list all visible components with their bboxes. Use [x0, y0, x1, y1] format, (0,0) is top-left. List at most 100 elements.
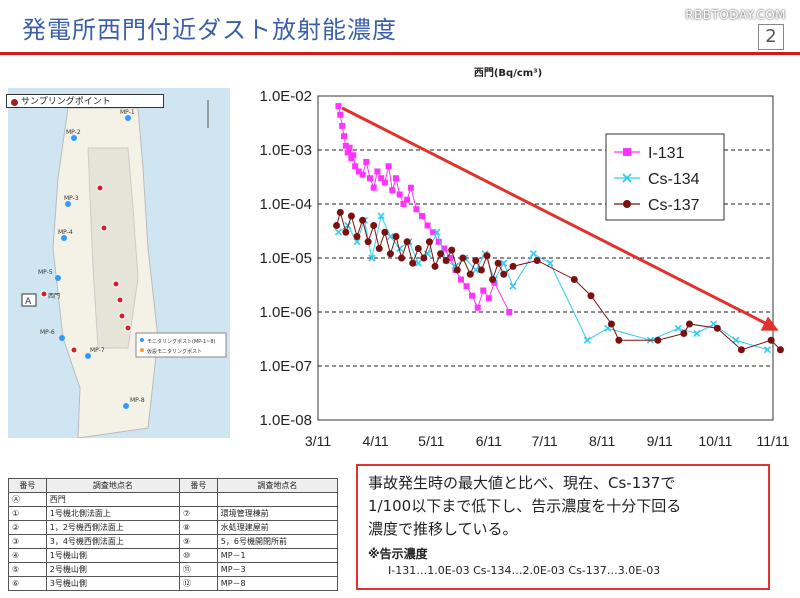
x-tick-label: 10/11: [698, 433, 732, 449]
data-point: [419, 212, 425, 219]
data-point: [386, 232, 394, 241]
table-cell: ⑤: [8, 562, 47, 577]
data-point: [385, 163, 392, 170]
y-tick-label: 1.0E-03: [259, 142, 312, 159]
table-cell: Ⓐ: [8, 492, 47, 507]
mp4-marker: [61, 235, 67, 241]
table-row: ② 1，2号機西側法面上 ⑧ 水処理建屋前: [8, 520, 339, 535]
y-tick-label: 1.0E-05: [259, 250, 312, 267]
chart-title: 西門(Bq/cm³): [474, 67, 542, 79]
data-point: [437, 250, 445, 258]
data-point: [472, 266, 480, 274]
x-tick-label: 8/11: [589, 433, 615, 449]
data-point: [509, 262, 517, 270]
data-point: [335, 103, 342, 110]
sampling-point: [100, 224, 108, 232]
data-point: [393, 175, 399, 182]
summary-note: 事故発生時の最大値と比べ、現在、Cs-137で 1/100以下まで低下し、告示濃…: [356, 464, 770, 590]
sampling-point: [116, 296, 124, 304]
table-cell: ④: [8, 548, 47, 563]
table-cell: MP－8: [216, 576, 339, 591]
trend-arrow-line: [341, 106, 770, 327]
sampling-point: [124, 324, 132, 332]
data-point: [398, 254, 406, 262]
sampling-point: [96, 184, 104, 192]
table-cell: 1号機北側法面上: [45, 506, 181, 521]
data-point: [346, 144, 353, 151]
data-point: [433, 228, 441, 236]
data-point: [364, 238, 372, 246]
y-tick-label: 1.0E-04: [259, 196, 312, 213]
data-point: [375, 244, 383, 252]
trend-arrow-head: [760, 316, 779, 331]
y-tick-label: 1.0E-06: [259, 304, 312, 321]
mp6-marker: [59, 335, 65, 341]
data-point: [466, 270, 474, 278]
data-point: [480, 287, 487, 294]
note-limits: I-131…1.0E-03 Cs-134…2.0E-03 Cs-137…3.0E…: [388, 564, 661, 577]
x-tick-label: 5/11: [418, 433, 444, 449]
table-row: ④ 1号機山側 ⑩ MP－1: [8, 548, 339, 563]
data-point: [342, 142, 349, 149]
mp8-marker: [123, 403, 129, 409]
dust-radioactivity-chart: 西門(Bq/cm³) 1.0E-02 1.0E-03 1.0E-04 1.0E-05 1…: [259, 67, 789, 449]
y-tick-label: 1.0E-07: [259, 358, 312, 375]
x-tick-label: 6/11: [476, 433, 502, 449]
data-point: [333, 221, 341, 229]
slide-title: 発電所西門付近ダスト放射能濃度: [22, 16, 397, 44]
data-point: [414, 244, 422, 252]
title-divider: [0, 52, 800, 55]
sampling-point-legend: サンプリングポイント: [6, 94, 164, 108]
data-series: [333, 103, 784, 354]
table-row: ⑥ 3号機山側 ⑫ MP－8: [8, 576, 339, 591]
trend-arrow: [341, 106, 779, 331]
point-a-marker: [21, 293, 37, 307]
x-tick-label: 9/11: [647, 433, 673, 449]
table-cell: 水処理建屋前: [216, 520, 339, 535]
sampling-point-icon: [10, 98, 19, 107]
note-line-1: 事故発生時の最大値と比べ、現在、Cs-137で: [368, 474, 676, 492]
table-cell: ⑫: [179, 576, 218, 591]
data-point: [693, 329, 701, 338]
data-point: [348, 155, 355, 162]
table-cell: ⑨: [179, 534, 218, 549]
data-point: [353, 233, 361, 241]
table-cell: 3号機山側: [45, 576, 181, 591]
series-i-131: [335, 103, 513, 315]
data-point: [403, 238, 411, 246]
table-cell: MP－3: [216, 562, 339, 577]
data-point: [367, 175, 373, 182]
sampling-point: [118, 312, 126, 320]
data-point: [453, 266, 461, 274]
data-point: [334, 228, 342, 236]
x-tick-label: 4/11: [362, 433, 388, 449]
data-point: [776, 346, 784, 354]
mp5-label: MP-5: [38, 269, 53, 276]
note-subtitle: ※告示濃度: [368, 547, 428, 561]
legend-marker: [623, 200, 631, 208]
data-point: [368, 254, 376, 262]
data-point: [414, 259, 422, 267]
y-tick-label: 1.0E-02: [259, 88, 312, 105]
legend-entry: Cs-134: [614, 171, 700, 188]
table-cell: [179, 492, 218, 507]
table-row: ⑤ 2号機山側 ⑪ MP－3: [8, 562, 339, 577]
data-point: [506, 309, 513, 315]
mp2-label: MP-2: [66, 129, 81, 136]
sampling-point-legend-label: サンプリングポイント: [21, 97, 111, 107]
table-cell: 西門: [45, 492, 181, 507]
data-point: [463, 283, 470, 290]
sampling-point: [112, 280, 120, 288]
map-legend: [135, 332, 227, 358]
data-point: [674, 324, 682, 332]
mp5-marker: [55, 275, 61, 281]
table-header-cell: 番号: [179, 478, 218, 493]
data-point: [587, 292, 595, 300]
legend-monitoring: モニタリングポスト(MP-1~8): [147, 338, 216, 345]
data-point: [474, 304, 481, 311]
data-point: [370, 221, 378, 229]
mp1-label: MP-1: [120, 109, 135, 116]
data-point: [396, 244, 404, 253]
data-point: [341, 133, 347, 140]
point-a-label: A: [25, 297, 32, 307]
